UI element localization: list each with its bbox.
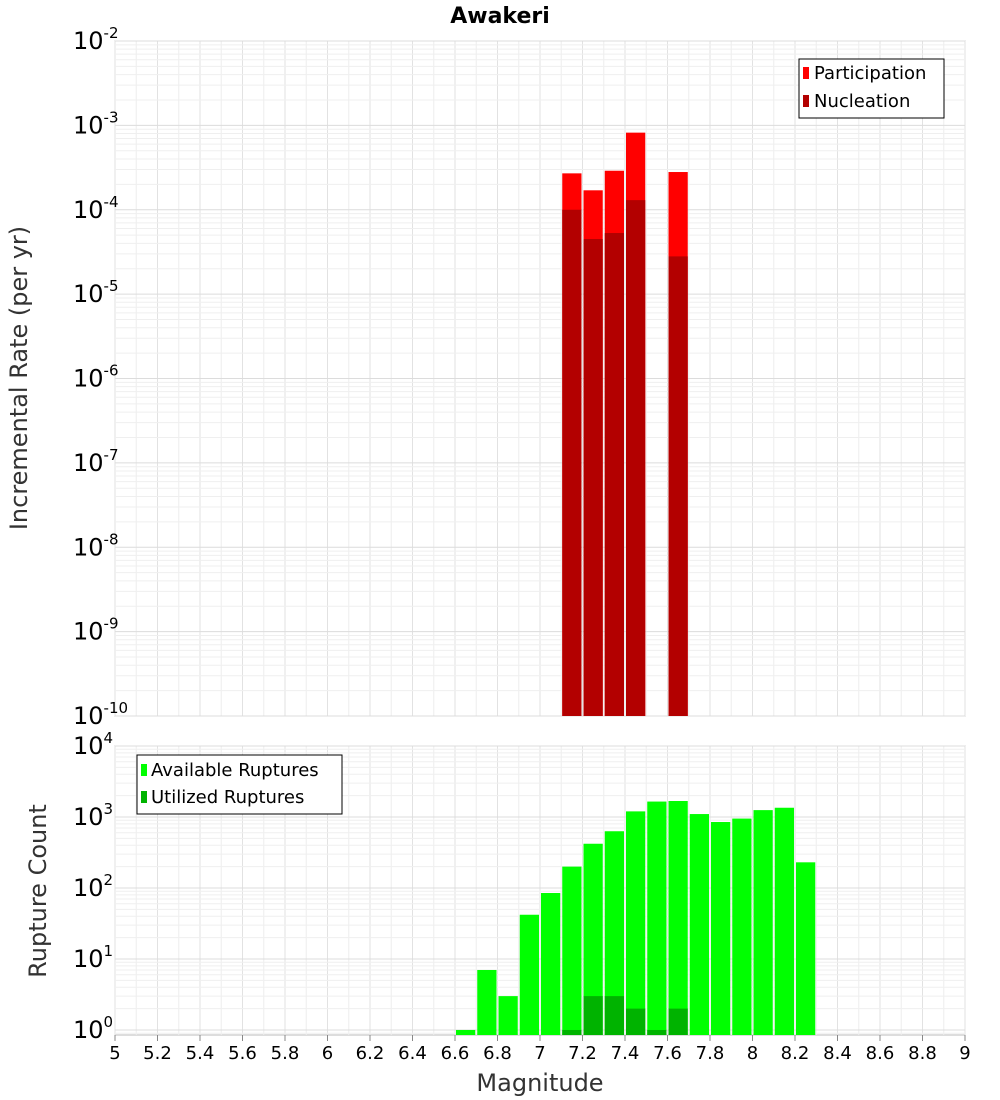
available-ruptures-bar bbox=[647, 801, 667, 1035]
rupture-count-panel: 100 101 102 103 104 5 5.2 5.4 5.6 5.8 6 6.2 6.4 6.6 6… bbox=[24, 729, 971, 1097]
nucleation-legend-swatch bbox=[803, 95, 809, 107]
available-ruptures-legend-swatch bbox=[141, 764, 147, 776]
available-ruptures-bar bbox=[753, 810, 773, 1035]
available-ruptures-bar bbox=[711, 822, 731, 1035]
available-ruptures-legend-label: Available Ruptures bbox=[151, 760, 319, 781]
nucleation-bar bbox=[668, 256, 688, 716]
magnitude-tick-label: 7.8 bbox=[696, 1043, 725, 1064]
incremental-rate-y-ticks: 10-10 10-9 10-8 10-7 10-6 10-5 10-4 10-3 10-2 bbox=[73, 24, 128, 730]
available-ruptures-bar bbox=[477, 969, 497, 1035]
utilized-ruptures-bar bbox=[626, 1008, 646, 1035]
available-ruptures-bar bbox=[583, 843, 603, 1035]
available-ruptures-bar bbox=[519, 914, 539, 1035]
participation-legend-swatch bbox=[803, 67, 809, 79]
magnitude-x-axis-label: Magnitude bbox=[476, 1069, 603, 1097]
rupture-count-y-tick-label: 104 bbox=[73, 729, 113, 760]
rupture-count-y-tick-label: 100 bbox=[73, 1013, 113, 1044]
magnitude-tick-label: 6.2 bbox=[356, 1043, 385, 1064]
incremental-rate-y-tick-label: 10-2 bbox=[73, 24, 119, 55]
magnitude-x-ticks: 5 5.2 5.4 5.6 5.8 6 6.2 6.4 6.6 6.8 7 7.2 7.4 7.6 7.8 8… bbox=[109, 1035, 971, 1064]
nucleation-legend-label: Nucleation bbox=[814, 91, 910, 112]
magnitude-tick-label: 6.4 bbox=[398, 1043, 427, 1064]
rupture-count-bars bbox=[456, 801, 816, 1035]
magnitude-tick-label: 8.8 bbox=[908, 1043, 937, 1064]
magnitude-tick-label: 9 bbox=[959, 1043, 970, 1064]
incremental-rate-y-tick-label: 10-8 bbox=[73, 530, 119, 561]
available-ruptures-bar bbox=[604, 831, 624, 1035]
utilized-ruptures-bar bbox=[562, 1029, 582, 1035]
utilized-ruptures-legend-label: Utilized Ruptures bbox=[151, 787, 304, 808]
nucleation-bar bbox=[604, 233, 624, 716]
available-ruptures-bar bbox=[626, 811, 646, 1035]
available-ruptures-bar bbox=[732, 818, 752, 1035]
incremental-rate-y-tick-label: 10-9 bbox=[73, 615, 119, 646]
utilized-ruptures-legend-swatch bbox=[141, 791, 147, 803]
rupture-count-y-tick-label: 102 bbox=[73, 871, 113, 902]
magnitude-tick-label: 5.2 bbox=[143, 1043, 172, 1064]
incremental-rate-y-axis-label: Incremental Rate (per yr) bbox=[5, 226, 33, 530]
magnitude-tick-label: 8.4 bbox=[823, 1043, 852, 1064]
utilized-ruptures-bar bbox=[583, 996, 603, 1035]
incremental-rate-y-tick-label: 10-5 bbox=[73, 277, 119, 308]
available-ruptures-bar bbox=[774, 807, 794, 1035]
incremental-rate-bars bbox=[562, 132, 688, 716]
nucleation-bar bbox=[562, 209, 582, 716]
available-ruptures-bar bbox=[498, 996, 518, 1035]
incremental-rate-legend: Participation Nucleation bbox=[798, 58, 945, 119]
incremental-rate-y-tick-label: 10-10 bbox=[73, 699, 128, 730]
incremental-rate-legend-box bbox=[798, 58, 945, 119]
incremental-rate-y-tick-label: 10-3 bbox=[73, 108, 119, 139]
magnitude-tick-label: 6.8 bbox=[483, 1043, 512, 1064]
incremental-rate-gridlines bbox=[114, 40, 966, 717]
rupture-count-y-ticks: 100 101 102 103 104 bbox=[73, 729, 113, 1044]
magnitude-tick-label: 7 bbox=[534, 1043, 545, 1064]
magnitude-tick-label: 8.2 bbox=[781, 1043, 810, 1064]
magnitude-tick-label: 6.6 bbox=[441, 1043, 470, 1064]
available-ruptures-bar bbox=[796, 862, 816, 1035]
chart-title: Awakeri bbox=[450, 4, 550, 29]
incremental-rate-panel: 10-10 10-9 10-8 10-7 10-6 10-5 10-4 10-3 10-2 In… bbox=[5, 24, 966, 730]
available-ruptures-bar bbox=[541, 893, 561, 1035]
magnitude-tick-label: 5.6 bbox=[228, 1043, 257, 1064]
magnitude-tick-label: 8 bbox=[747, 1043, 758, 1064]
available-ruptures-bar bbox=[689, 814, 709, 1035]
utilized-ruptures-bar bbox=[668, 1008, 688, 1035]
nucleation-bar bbox=[626, 200, 646, 716]
rupture-count-y-tick-label: 101 bbox=[73, 942, 113, 973]
magnitude-tick-label: 7.4 bbox=[611, 1043, 640, 1064]
magnitude-tick-label: 5 bbox=[109, 1043, 120, 1064]
utilized-ruptures-bar bbox=[647, 1029, 667, 1035]
rupture-count-legend-box bbox=[136, 754, 343, 815]
available-ruptures-bar bbox=[668, 801, 688, 1035]
rupture-count-gridlines bbox=[114, 745, 966, 1035]
incremental-rate-y-tick-label: 10-4 bbox=[73, 193, 119, 224]
magnitude-tick-label: 7.2 bbox=[568, 1043, 597, 1064]
incremental-rate-y-tick-label: 10-7 bbox=[73, 446, 119, 477]
incremental-rate-y-tick-label: 10-6 bbox=[73, 362, 119, 393]
participation-legend-label: Participation bbox=[814, 63, 926, 84]
magnitude-tick-label: 5.4 bbox=[186, 1043, 215, 1064]
rupture-count-y-axis-label: Rupture Count bbox=[24, 804, 52, 978]
available-ruptures-bar bbox=[562, 866, 582, 1035]
rupture-count-legend: Available Ruptures Utilized Ruptures bbox=[136, 754, 343, 815]
magnitude-tick-label: 7.6 bbox=[653, 1043, 682, 1064]
magnitude-tick-label: 6 bbox=[322, 1043, 333, 1064]
utilized-ruptures-bar bbox=[604, 996, 624, 1035]
nucleation-bar bbox=[583, 239, 603, 716]
rupture-count-y-tick-label: 103 bbox=[73, 800, 113, 831]
available-ruptures-bar bbox=[456, 1029, 476, 1035]
magnitude-tick-label: 8.6 bbox=[866, 1043, 895, 1064]
magnitude-tick-label: 5.8 bbox=[271, 1043, 300, 1064]
